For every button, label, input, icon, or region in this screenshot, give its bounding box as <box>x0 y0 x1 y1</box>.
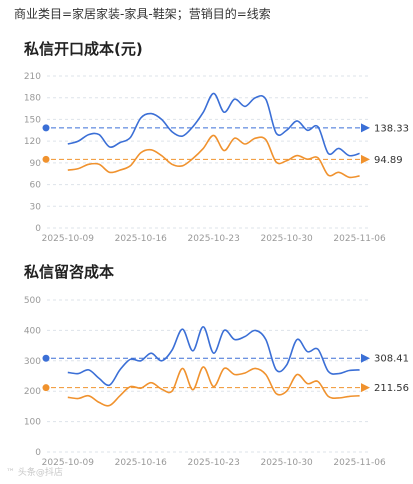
y-tick-label: 300 <box>24 357 41 367</box>
y-tick-label: 60 <box>30 181 42 191</box>
y-tick-label: 400 <box>24 326 41 336</box>
y-tick-label: 500 <box>24 296 41 306</box>
average-value-label: 211.56 <box>374 383 409 394</box>
average-value-label: 94.89 <box>374 155 403 166</box>
series-line <box>67 366 360 407</box>
watermark: ™ 头条@抖店 <box>6 468 63 478</box>
y-tick-label: 30 <box>30 202 42 212</box>
x-tick-label: 2025-10-16 <box>115 458 168 466</box>
y-tick-label: 90 <box>30 159 42 169</box>
y-tick-label: 150 <box>24 115 41 125</box>
y-tick-label: 120 <box>24 137 41 147</box>
series-line <box>67 325 360 387</box>
x-tick-label: 2025-10-23 <box>188 458 240 466</box>
x-tick-label: 2025-11-06 <box>333 234 386 242</box>
lead-cost-line-chart: 0 100 200 300 400 500 2025-10-09 2025-10-16 2025… <box>24 296 409 466</box>
series-line <box>67 134 360 179</box>
average-arrow-icon <box>361 383 370 393</box>
average-start-dot <box>42 384 50 392</box>
x-tick-label: 2025-10-23 <box>188 234 240 242</box>
x-tick-label: 2025-10-09 <box>42 234 95 242</box>
average-start-dot <box>42 354 50 362</box>
open-cost-line-chart: 0 30 60 90 120 150 180 210 2025-10-09 2025-10-16 2… <box>24 72 409 242</box>
x-tick-label: 2025-11-06 <box>333 458 386 466</box>
x-tick-label: 2025-10-16 <box>115 234 168 242</box>
y-tick-label: 100 <box>24 418 41 428</box>
chart-title-open-cost: 私信开口成本(元) <box>24 40 143 58</box>
average-value-label: 308.41 <box>374 354 409 365</box>
average-arrow-icon <box>361 154 370 164</box>
y-tick-label: 0 <box>35 448 41 458</box>
y-tick-label: 210 <box>24 72 41 82</box>
y-tick-label: 180 <box>24 94 41 104</box>
x-tick-label: 2025-10-09 <box>42 458 95 466</box>
y-tick-label: 0 <box>35 224 41 234</box>
average-arrow-icon <box>361 353 370 363</box>
average-start-dot <box>42 155 50 163</box>
series-line <box>67 92 360 157</box>
average-value-label: 138.33 <box>374 123 409 134</box>
average-start-dot <box>42 124 50 132</box>
average-arrow-icon <box>361 123 370 133</box>
x-tick-label: 2025-10-30 <box>260 234 313 242</box>
x-tick-label: 2025-10-30 <box>260 458 313 466</box>
y-tick-label: 200 <box>24 387 41 397</box>
filter-summary: 商业类目=家居家装-家具-鞋架；营销目的=线索 <box>14 7 271 21</box>
chart-title-lead-cost: 私信留咨成本 <box>24 263 115 281</box>
